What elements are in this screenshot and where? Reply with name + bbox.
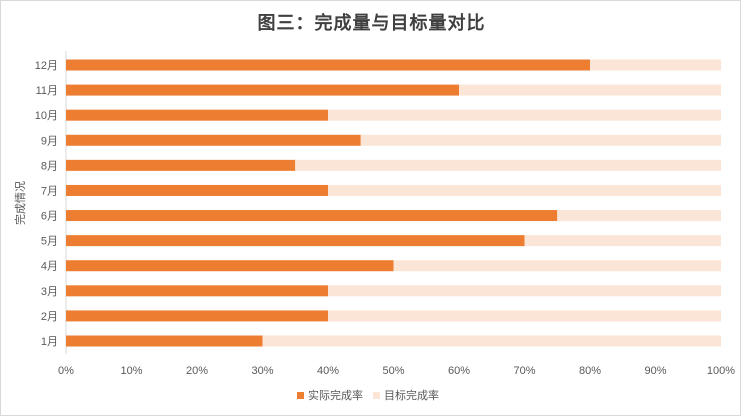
- y-category-label: 12月: [35, 60, 58, 72]
- x-tick-label: 60%: [448, 365, 470, 377]
- bar-actual-11: [66, 84, 459, 96]
- bar-target-4: [393, 260, 721, 272]
- y-category-label: 9月: [41, 135, 58, 147]
- x-tick-label: 70%: [513, 365, 535, 377]
- bar-target-8: [295, 159, 721, 171]
- x-tick-label: 80%: [579, 365, 601, 377]
- bar-actual-3: [66, 285, 328, 297]
- bar-target-11: [459, 84, 721, 96]
- bar-actual-2: [66, 310, 328, 322]
- y-category-label: 6月: [41, 211, 58, 223]
- bar-target-2: [328, 310, 721, 322]
- chart-title: 图三：完成量与目标量对比: [257, 13, 486, 34]
- x-tick-label: 0%: [58, 365, 74, 377]
- bar-target-10: [328, 109, 721, 121]
- x-tick-labels: 0% 10% 20% 30% 40% 50% 60% 70% 80% 90% 100%: [58, 365, 735, 377]
- x-tick-label: 30%: [251, 365, 273, 377]
- legend-swatch-actual: [297, 392, 304, 399]
- bar-actual-10: [66, 109, 328, 121]
- legend-label-target: 目标完成率: [384, 388, 439, 402]
- bar-target-3: [328, 285, 721, 297]
- bar-actual-9: [66, 134, 361, 146]
- x-tick-label: 90%: [644, 365, 666, 377]
- bars-group: [66, 59, 721, 347]
- legend: 实际完成率 目标完成率: [297, 388, 439, 402]
- y-category-label: 7月: [41, 185, 58, 197]
- y-category-label: 2月: [41, 311, 58, 323]
- bar-actual-5: [66, 235, 525, 247]
- y-axis-label: 完成情况: [13, 181, 27, 225]
- y-category-label: 8月: [41, 160, 58, 172]
- bar-target-6: [557, 210, 721, 222]
- legend-swatch-target: [373, 392, 380, 399]
- bar-actual-12: [66, 59, 590, 71]
- y-category-label: 5月: [41, 236, 58, 248]
- bar-actual-7: [66, 184, 328, 196]
- y-category-label: 4月: [41, 261, 58, 273]
- bar-target-1: [262, 335, 721, 347]
- x-tick-label: 20%: [186, 365, 208, 377]
- y-category-label: 11月: [36, 85, 58, 97]
- x-tick-label: 40%: [317, 365, 339, 377]
- bar-target-12: [590, 59, 721, 71]
- x-tick-label: 10%: [120, 365, 142, 377]
- y-category-label: 10月: [35, 110, 58, 122]
- x-tick-label: 50%: [382, 365, 404, 377]
- bar-target-5: [524, 235, 721, 247]
- bar-actual-6: [66, 210, 558, 222]
- y-category-label: 1月: [41, 336, 58, 348]
- bar-actual-4: [66, 260, 394, 272]
- bar-target-9: [360, 134, 721, 146]
- legend-label-actual: 实际完成率: [308, 388, 363, 402]
- x-tick-label: 100%: [707, 365, 735, 377]
- y-category-labels: 1月 2月 3月 4月 5月 6月 7月 8月 9月 10月 11月 12月: [35, 60, 58, 348]
- bar-target-7: [328, 184, 721, 196]
- bar-actual-1: [66, 335, 263, 347]
- bar-actual-8: [66, 159, 296, 171]
- y-category-label: 3月: [41, 286, 58, 298]
